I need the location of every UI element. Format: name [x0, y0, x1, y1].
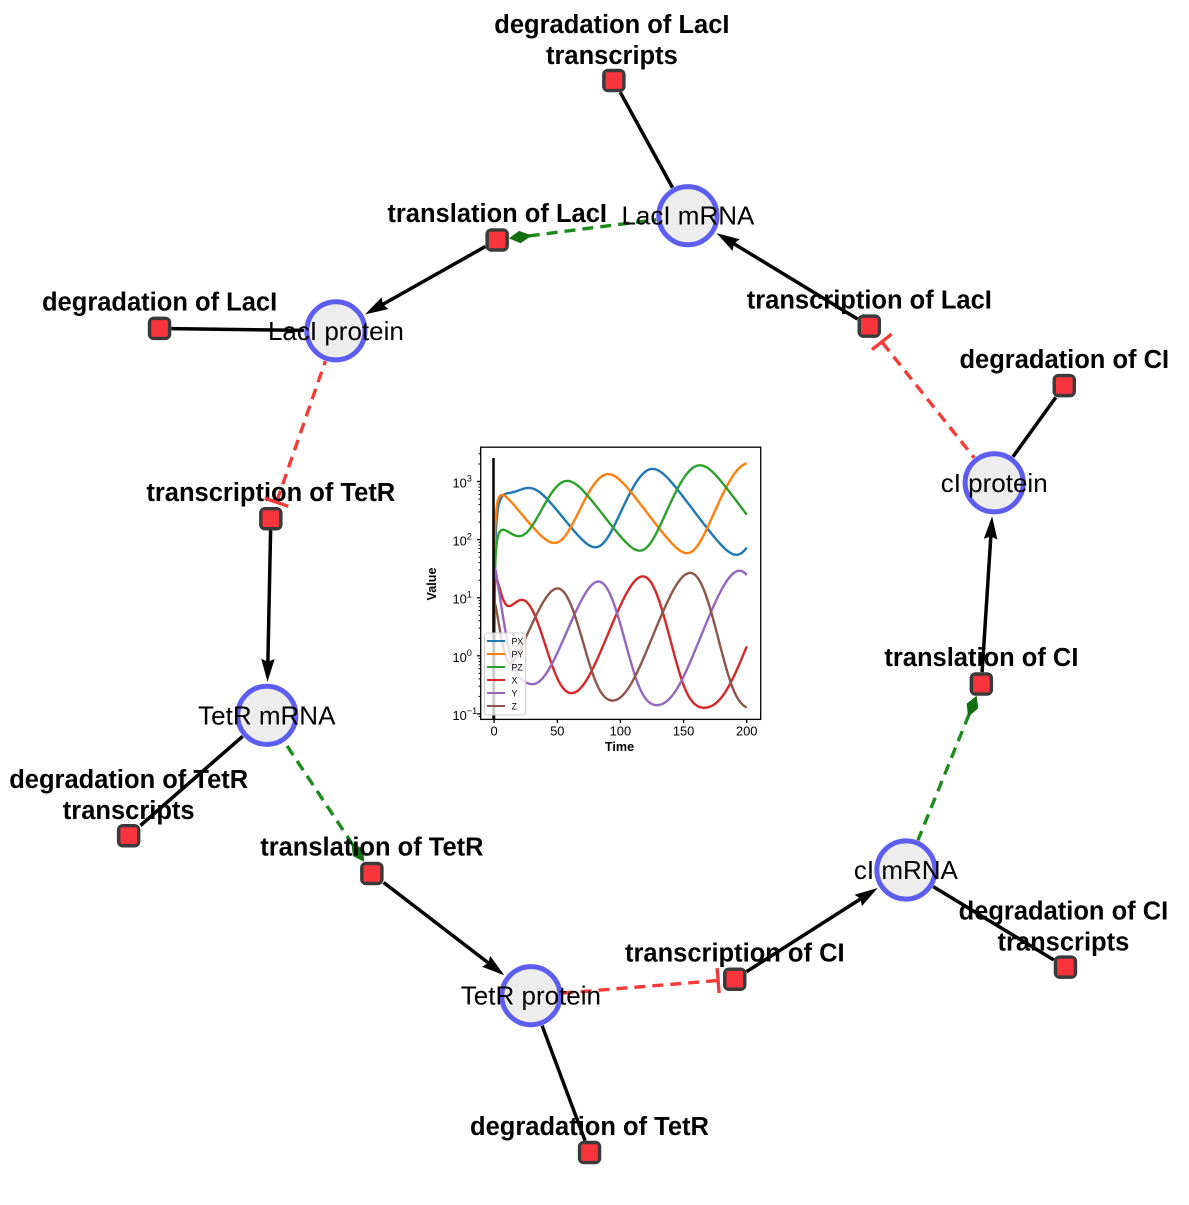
svg-text:150: 150: [673, 724, 695, 739]
svg-text:LacI protein: LacI protein: [268, 316, 404, 346]
svg-text:PZ: PZ: [512, 662, 524, 672]
svg-text:degradation of TetR: degradation of TetR: [470, 1113, 709, 1141]
svg-text:0: 0: [491, 724, 498, 739]
svg-text:transcripts: transcripts: [998, 929, 1130, 957]
svg-text:Y: Y: [512, 688, 518, 698]
svg-text:transcription of LacI: transcription of LacI: [747, 286, 992, 314]
svg-text:degradation of TetR: degradation of TetR: [9, 766, 248, 794]
svg-text:X: X: [512, 675, 518, 685]
svg-text:Time: Time: [605, 740, 634, 754]
svg-text:Value: Value: [425, 568, 439, 601]
svg-text:degradation of CI: degradation of CI: [959, 897, 1169, 925]
svg-text:transcripts: transcripts: [546, 42, 678, 70]
svg-text:200: 200: [736, 724, 758, 739]
svg-text:100: 100: [610, 724, 632, 739]
svg-text:0: 0: [467, 648, 472, 658]
svg-text:PX: PX: [512, 636, 524, 646]
svg-text:TetR mRNA: TetR mRNA: [198, 700, 336, 730]
svg-text:PY: PY: [512, 649, 524, 659]
svg-text:50: 50: [550, 724, 564, 739]
svg-text:TetR protein: TetR protein: [461, 981, 601, 1011]
svg-text:translation of TetR: translation of TetR: [260, 834, 483, 862]
svg-text:cI protein: cI protein: [941, 468, 1048, 498]
svg-text:10: 10: [452, 592, 466, 607]
svg-text:2: 2: [467, 532, 472, 542]
svg-text:10: 10: [452, 476, 466, 491]
svg-text:10: 10: [452, 534, 466, 549]
svg-text:10: 10: [452, 650, 466, 665]
svg-text:translation of CI: translation of CI: [884, 644, 1078, 672]
svg-text:−1: −1: [467, 706, 477, 716]
svg-text:1: 1: [467, 590, 472, 600]
svg-text:transcripts: transcripts: [63, 797, 195, 825]
svg-text:degradation of LacI: degradation of LacI: [42, 289, 277, 317]
svg-text:Z: Z: [512, 701, 518, 711]
svg-text:degradation of CI: degradation of CI: [959, 346, 1169, 374]
svg-text:translation of LacI: translation of LacI: [387, 200, 607, 228]
svg-text:3: 3: [467, 474, 472, 484]
svg-text:degradation of LacI: degradation of LacI: [494, 11, 729, 39]
svg-text:transcription of CI: transcription of CI: [625, 939, 845, 967]
svg-text:10: 10: [452, 708, 466, 723]
svg-text:cI mRNA: cI mRNA: [854, 855, 959, 885]
svg-text:transcription of TetR: transcription of TetR: [146, 479, 395, 507]
svg-text:LacI mRNA: LacI mRNA: [621, 201, 755, 231]
